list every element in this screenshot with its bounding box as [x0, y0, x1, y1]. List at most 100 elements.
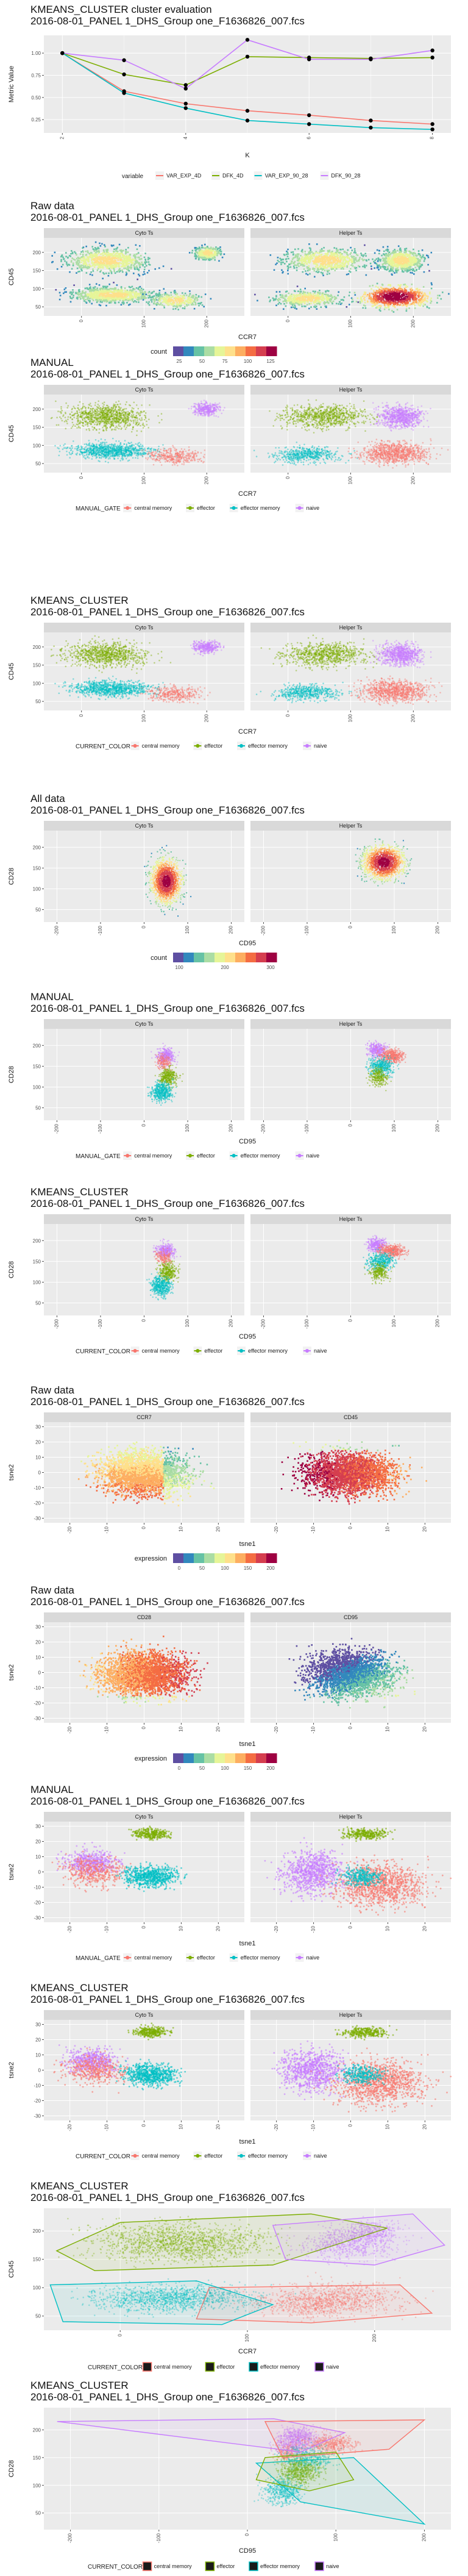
density-bin: [126, 257, 127, 259]
density-bin: [106, 297, 108, 299]
density-bin: [404, 284, 406, 285]
density-bin: [327, 298, 329, 300]
density-bin: [389, 292, 391, 294]
density-bin: [93, 258, 96, 260]
density-bin: [391, 292, 393, 294]
density-bin: [119, 290, 121, 292]
density-bin: [174, 299, 177, 302]
density-bin: [396, 288, 399, 291]
density-bin: [136, 278, 138, 281]
density-bin: [383, 254, 385, 256]
density-bin: [87, 294, 90, 296]
density-bin: [430, 251, 433, 254]
density-bin: [388, 309, 390, 310]
density-bin: [140, 298, 142, 300]
density-bin: [397, 289, 399, 292]
density-bin: [76, 298, 79, 300]
x-tick-label: 0: [79, 319, 84, 322]
density-bin: [394, 295, 396, 297]
density-bin: [381, 263, 384, 266]
density-bin: [335, 260, 337, 262]
density-bin: [332, 258, 334, 260]
density-bin: [129, 303, 131, 306]
density-bin: [194, 256, 197, 258]
density-bin: [69, 297, 72, 299]
density-bin: [392, 256, 394, 257]
density-bin: [136, 248, 138, 250]
density-bin: [385, 295, 387, 297]
density-bin: [389, 288, 391, 291]
density-bin: [395, 260, 397, 263]
density-bin: [288, 263, 291, 265]
density-bin: [352, 256, 353, 259]
density-bin: [321, 269, 324, 271]
density-bin: [347, 254, 349, 256]
density-bin: [200, 257, 203, 259]
density-bin: [410, 271, 412, 274]
density-bin: [405, 304, 406, 307]
density-bin: [78, 257, 80, 259]
density-bin: [388, 303, 391, 306]
density-bin: [385, 257, 386, 260]
density-bin: [319, 265, 321, 268]
density-bin: [370, 288, 372, 290]
density-bin: [285, 305, 287, 307]
density-bin: [312, 253, 314, 255]
density-bin: [414, 298, 416, 301]
density-bin: [360, 298, 362, 299]
x-tick-label: 100: [348, 319, 353, 327]
density-bin: [383, 262, 385, 265]
density-bin: [397, 245, 400, 247]
density-bin: [178, 299, 180, 301]
density-bin: [127, 251, 129, 253]
density-bin: [406, 271, 408, 273]
density-bin: [77, 271, 79, 273]
density-bin: [85, 259, 87, 262]
density-bin: [135, 262, 137, 264]
density-bin: [135, 301, 137, 303]
density-bin: [112, 257, 115, 259]
density-bin: [176, 296, 178, 298]
density-bin: [288, 292, 289, 295]
density-bin: [110, 288, 113, 290]
density-bin: [85, 251, 87, 252]
density-bin: [325, 296, 328, 299]
density-bin: [303, 257, 305, 259]
density-bin: [116, 262, 118, 264]
density-bin: [408, 264, 410, 266]
density-bin: [411, 292, 413, 295]
density-bin: [203, 250, 205, 252]
density-bin: [394, 300, 397, 302]
density-bin: [318, 295, 320, 297]
density-bin: [350, 259, 352, 261]
density-bin: [145, 297, 147, 299]
density-bin: [310, 306, 312, 308]
density-bin: [99, 242, 101, 245]
density-bin: [360, 252, 362, 254]
density-bin: [339, 266, 341, 268]
density-bin: [121, 259, 122, 261]
density-bin: [413, 262, 414, 265]
density-bin: [80, 259, 82, 260]
density-bin: [182, 299, 185, 301]
density-bin: [387, 266, 389, 268]
density-bin: [113, 288, 116, 290]
density-bin: [157, 299, 160, 301]
density-bin: [393, 254, 395, 257]
density-bin: [119, 249, 121, 251]
density-bin: [379, 291, 381, 293]
density-bin: [391, 261, 392, 263]
density-bin: [399, 304, 400, 306]
density-bin: [375, 293, 377, 295]
density-bin: [385, 266, 386, 268]
density-bin: [338, 252, 341, 254]
density-bin: [107, 267, 110, 270]
density-bin: [194, 255, 196, 257]
density-bin: [199, 252, 200, 254]
density-bin: [166, 294, 168, 296]
density-bin: [85, 291, 87, 293]
density-bin: [302, 265, 304, 267]
density-bin: [347, 257, 349, 259]
density-bin: [342, 268, 344, 270]
density-bin: [122, 263, 124, 265]
